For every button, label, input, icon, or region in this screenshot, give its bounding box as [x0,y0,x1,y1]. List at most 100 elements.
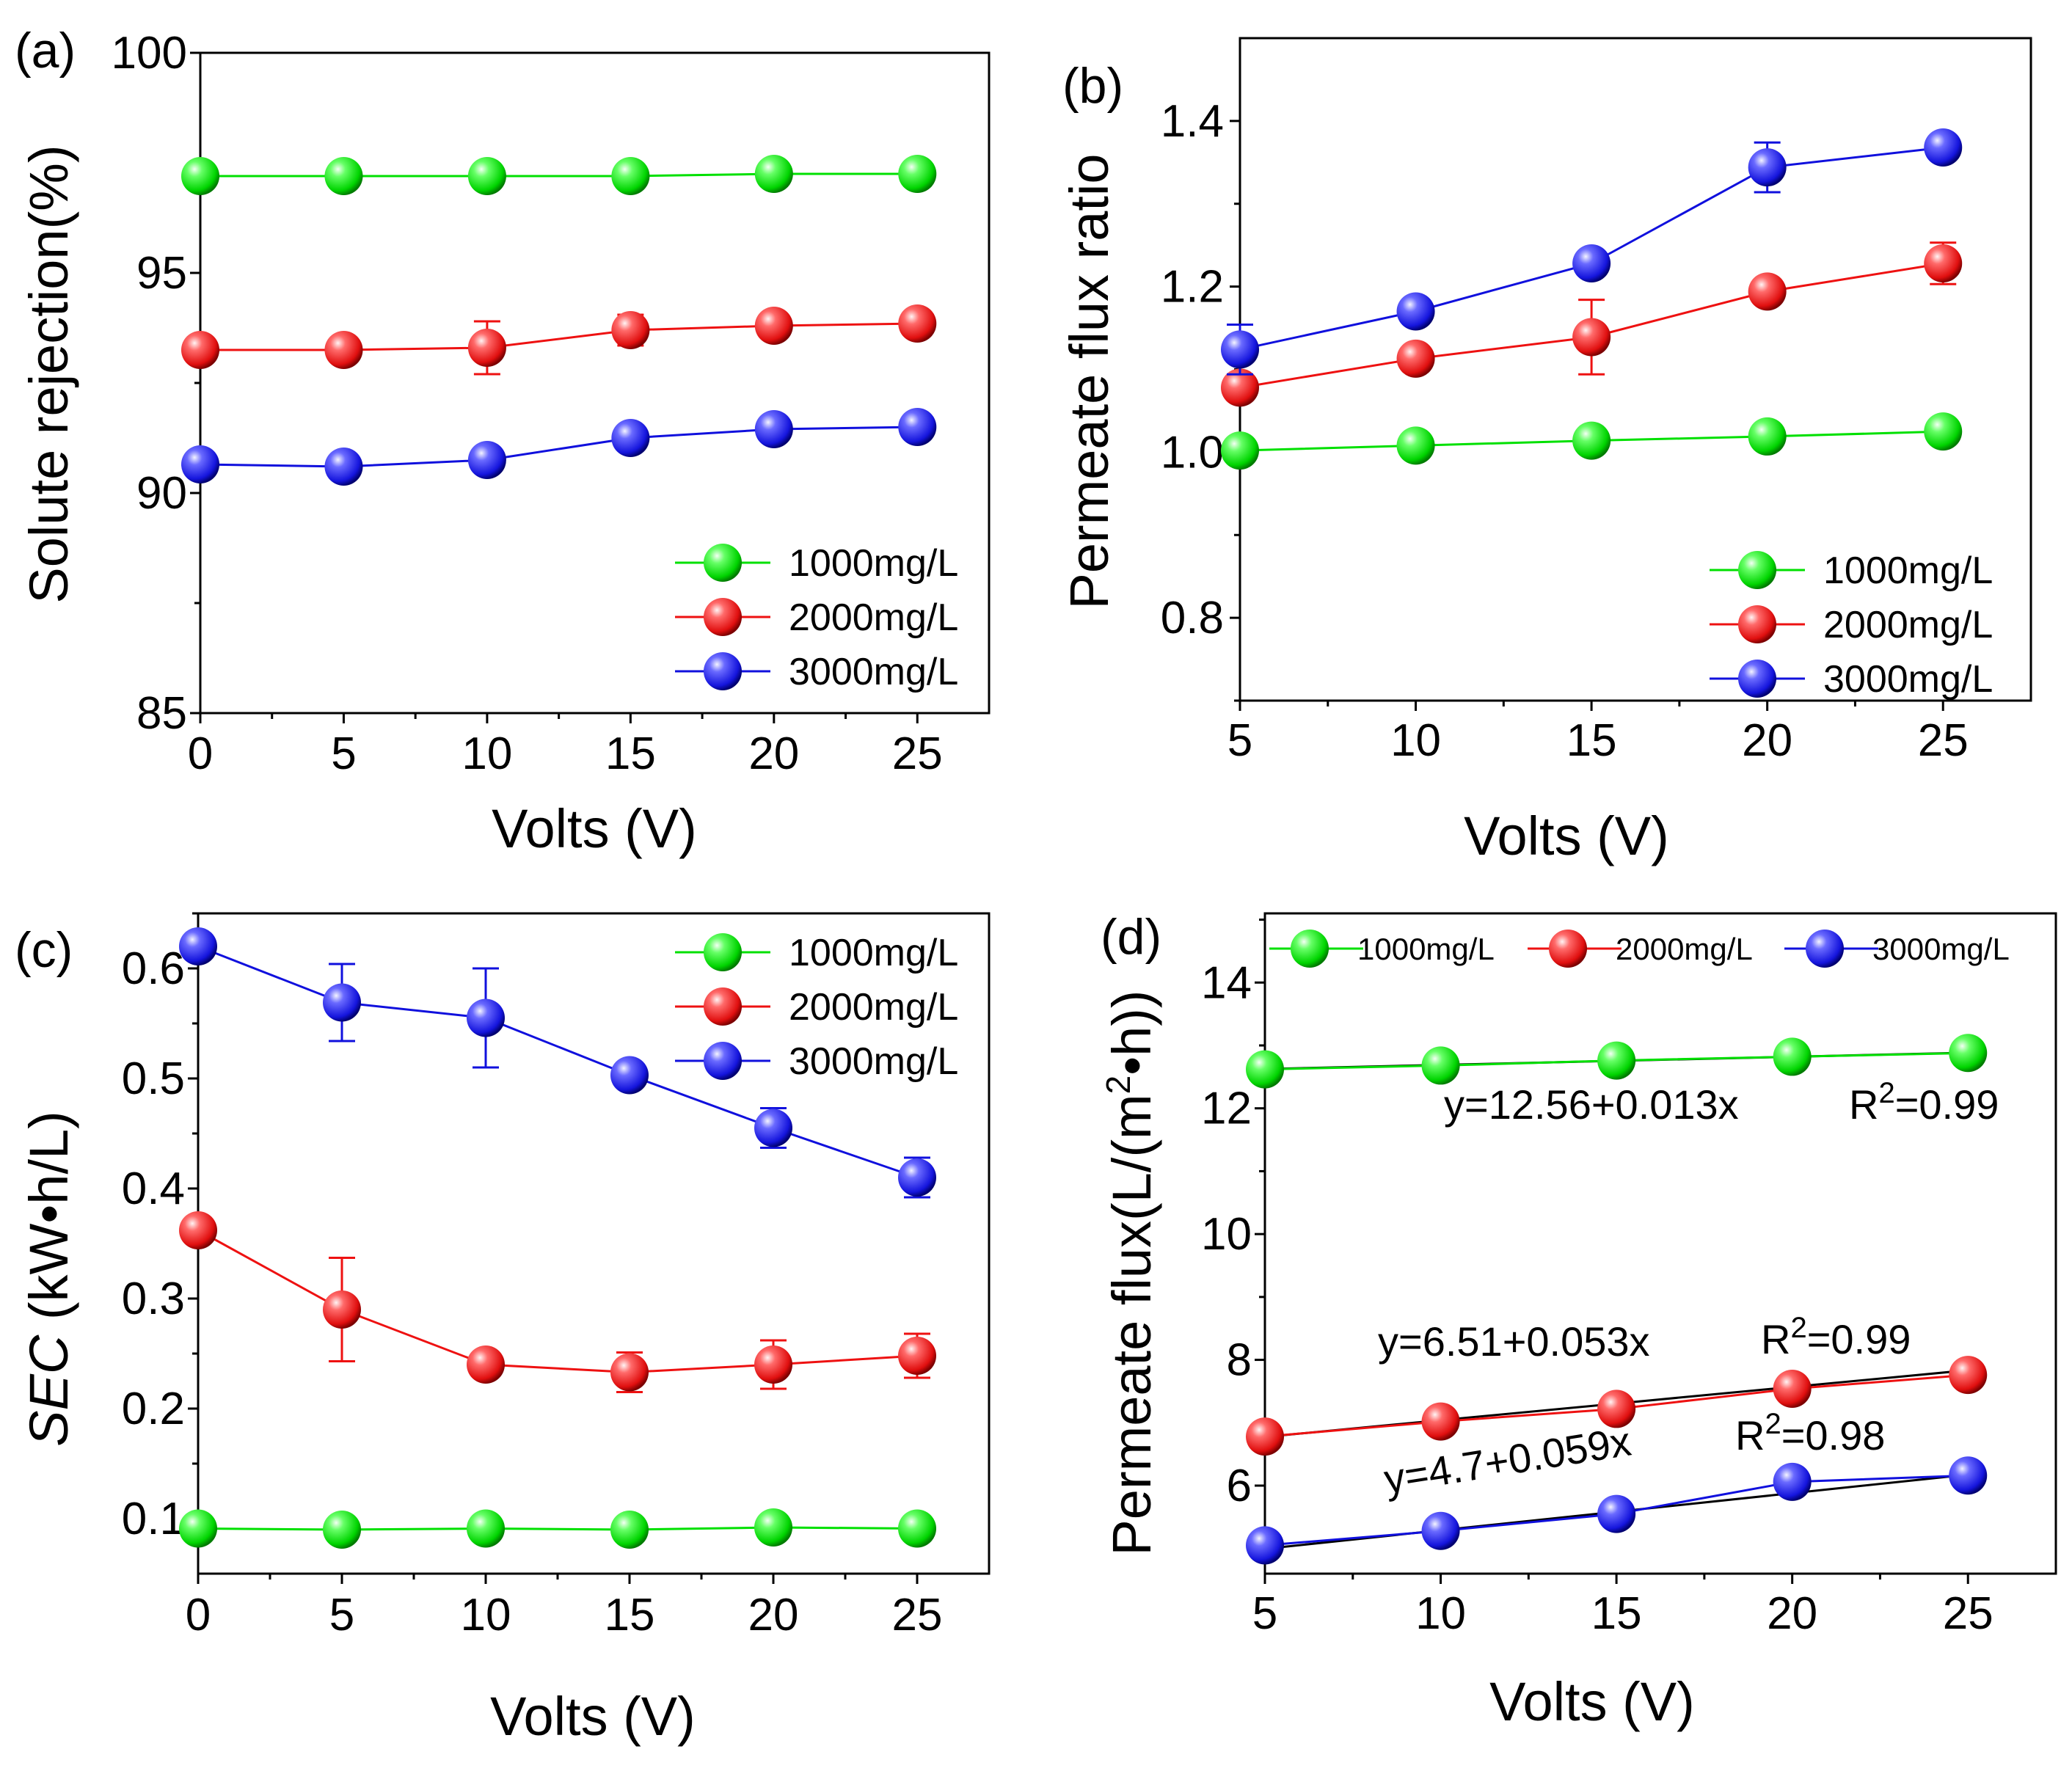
panel-a-y-tick-label: 100 [112,28,187,78]
panel-a-y-tick-label: 90 [136,468,187,519]
panel-b-y-tick-label: 0.8 [1161,593,1224,643]
legend-marker-1000mg-l [1738,551,1776,589]
panel-d-y-tick-label: 10 [1201,1209,1252,1260]
panel-c-x-tick-label: 10 [461,1590,511,1640]
data-point-1000mg-l [179,1509,217,1548]
panel-b-plot: 5 10 15 20 25 0.8 1.0 1.2 1.4 1000mg/L 2000mg/L 300… [1161,37,2032,766]
panel-a-legend: 1000mg/L 2000mg/L 3000mg/L [675,542,958,693]
data-point-1000mg-l [467,1509,505,1548]
data-point-2000mg-l [898,304,937,343]
fit-r2-sup: 2 [1878,1077,1894,1109]
legend-label-3000mg-l: 3000mg/L [789,1040,958,1083]
panel-c-x-tick-label: 20 [748,1590,799,1640]
panel-b-x-tick-label: 15 [1566,715,1617,766]
panel-a-y-title: Solute rejection(%) [18,145,79,603]
data-point-1000mg-l [754,155,793,193]
data-point-1000mg-l [898,155,937,193]
data-point-1000mg-l [610,1511,649,1549]
data-point-3000mg-l [1924,128,1963,167]
legend-marker-2000mg-l [704,598,742,636]
panel-a-y-tick-label: 85 [136,688,187,739]
panel-b-x-title: Volts (V) [1464,806,1669,866]
data-point-3000mg-l [610,1056,649,1095]
panel-b: 5 10 15 20 25 0.8 1.0 1.2 1.4 1000mg/L 2000mg/L 300… [1059,37,2032,866]
panel-d-y-tick-label: 12 [1201,1084,1252,1134]
fit-r2-3000mg-l: R2=0.98 [1735,1408,1885,1458]
panel-b-x-tick-label: 25 [1918,715,1969,766]
data-point-2000mg-l [181,331,219,369]
data-point-2000mg-l [1924,244,1963,283]
panel-d-x-title: Volts (V) [1489,1671,1695,1732]
panel-a-x-tick-label: 10 [462,729,512,779]
data-point-1000mg-l [467,157,506,195]
data-point-2000mg-l [1597,1390,1636,1428]
panel-d-y-tick-label: 8 [1227,1335,1252,1386]
data-point-1000mg-l [1949,1034,1988,1073]
panel-c-x-tick-label: 15 [605,1590,655,1640]
panel-c-x-tick-label: 5 [329,1590,354,1640]
data-point-1000mg-l [1246,1050,1284,1089]
data-point-1000mg-l [611,157,650,195]
panel-a-x-tick-label: 20 [748,729,799,779]
data-point-1000mg-l [1748,417,1787,456]
series-line-3000mg-l [197,945,918,1179]
fit-r2-label: R [1735,1412,1765,1458]
fit-r2-value: =0.99 [1807,1316,1911,1362]
panel-c-x-title: Volts (V) [490,1686,696,1747]
data-point-2000mg-l [1421,1402,1460,1441]
panel-c-y-tick-label: 0.6 [122,943,185,994]
legend-label-1000mg-l: 1000mg/L [1357,932,1495,966]
panel-a-x-tick-label: 0 [188,729,213,779]
panel-c-legend: 1000mg/L 2000mg/L 3000mg/L [675,932,958,1083]
legend-label-2000mg-l: 2000mg/L [789,986,958,1029]
legend-marker-2000mg-l [704,987,742,1026]
series-line-1000mg-l [197,1526,918,1531]
panel-d-legend: 1000mg/L 2000mg/L 3000mg/L [1269,930,2010,968]
panel-b-y-tick-label: 1.2 [1161,262,1224,313]
data-point-3000mg-l [1396,292,1435,331]
legend-marker-2000mg-l [1549,930,1587,968]
panel-d-frame [1263,912,2057,1575]
data-point-2000mg-l [754,307,793,345]
data-point-2000mg-l [324,331,363,369]
panel-d-y-title-sup: 2 [1099,1076,1137,1095]
fit-r2-sup: 2 [1765,1408,1781,1440]
panel-c-y-tick-label: 0.3 [122,1274,185,1324]
panel-b-x-tick-label: 5 [1227,715,1252,766]
panel-a: 0 5 10 15 20 25 85 90 95 100 1000mg/L 2000mg/L 3000m… [15,23,991,859]
legend-label-1000mg-l: 1000mg/L [789,932,958,974]
data-point-3000mg-l [467,441,506,479]
data-point-1000mg-l [1396,426,1435,465]
data-point-3000mg-l [898,408,937,446]
fit-r2-label: R [1761,1316,1790,1362]
data-point-3000mg-l [1246,1526,1284,1565]
data-point-3000mg-l [1773,1462,1812,1501]
fit-equation-3000mg-l: y=4.7+0.059x [1381,1418,1634,1502]
panel-d-y-title-main: Permeate flux(L/(m [1101,1094,1162,1555]
panel-d-x-tick-label: 15 [1591,1588,1642,1639]
data-point-3000mg-l [324,448,363,486]
legend-marker-3000mg-l [1806,930,1844,968]
data-point-3000mg-l [467,998,505,1037]
panel-a-y-tick-label: 95 [136,248,187,299]
panel-b-label: (b) [1062,58,1123,114]
panel-d-x-tick-label: 20 [1767,1588,1817,1639]
fit-r2-value: =0.98 [1781,1412,1886,1458]
panel-c-x-tick-label: 0 [186,1590,211,1640]
panel-d-y-title: Permeate flux(L/(m2•h)) [1099,990,1162,1555]
panel-d-label: (d) [1101,909,1161,965]
panel-b-legend: 1000mg/L 2000mg/L 3000mg/L [1710,549,1993,701]
fit-equation-2000mg-l: y=6.51+0.053x [1378,1318,1650,1365]
fit-r2-value: =0.99 [1895,1081,1999,1128]
fit-r2-2000mg-l: R2=0.99 [1761,1312,1911,1362]
data-point-3000mg-l [181,445,219,483]
data-point-2000mg-l [467,1345,505,1384]
data-point-2000mg-l [1949,1356,1988,1395]
panel-b-y-tick-label: 1.0 [1161,427,1224,478]
panel-b-y-title: Permeate flux ratio [1059,153,1120,609]
panel-a-x-tick-label: 25 [892,729,943,779]
data-point-3000mg-l [898,1158,936,1197]
legend-label-3000mg-l: 3000mg/L [789,651,958,693]
data-point-2000mg-l [1396,339,1435,378]
